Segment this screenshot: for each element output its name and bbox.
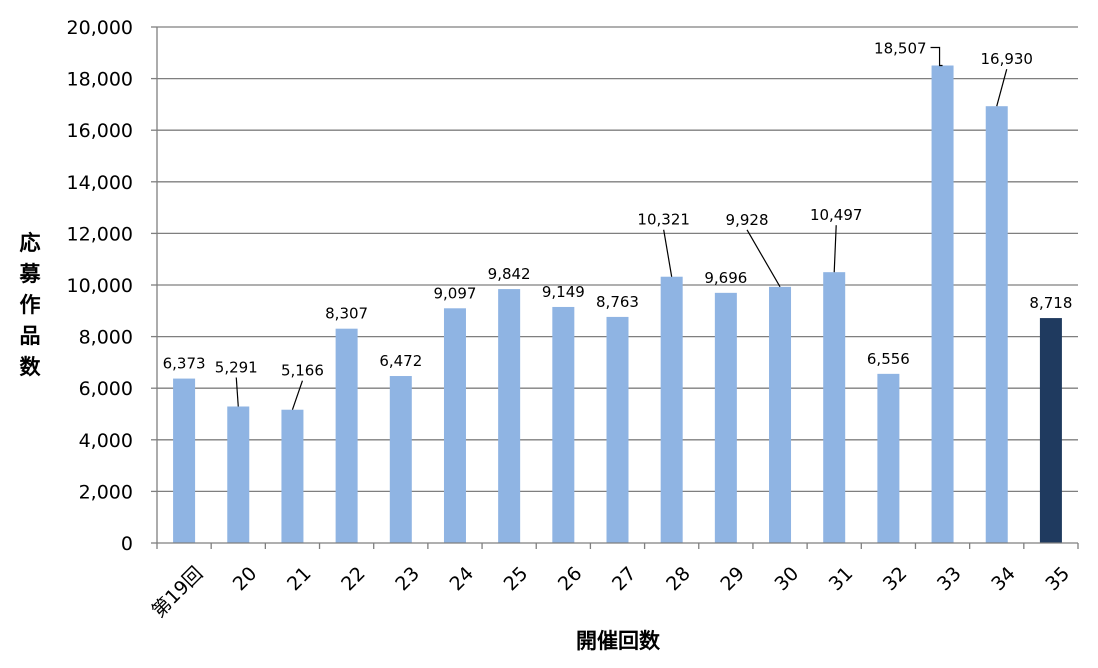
y-axis-title-char: 応 xyxy=(20,231,41,255)
leader-line xyxy=(996,69,1008,107)
bar xyxy=(389,376,412,543)
x-tick-label: 26 xyxy=(554,563,587,596)
x-tick-label: 33 xyxy=(933,563,966,596)
data-label: 8,718 xyxy=(1029,294,1072,312)
data-label: 9,842 xyxy=(488,265,531,283)
y-axis-title-char: 品 xyxy=(20,324,41,348)
leader-line xyxy=(746,229,781,288)
data-label: 6,556 xyxy=(867,350,910,368)
data-label: 9,149 xyxy=(542,283,585,301)
bar xyxy=(769,286,792,543)
x-tick-label: 22 xyxy=(337,563,370,596)
data-label: 6,472 xyxy=(379,352,422,370)
gridlines xyxy=(157,26,1078,493)
x-tick-label: 23 xyxy=(391,563,424,596)
x-tick-label: 28 xyxy=(662,563,695,596)
y-tick-label: 2,000 xyxy=(79,481,133,503)
leader-line xyxy=(663,229,673,277)
y-axis-title-char: 作 xyxy=(20,293,41,317)
data-label: 10,321 xyxy=(637,211,690,229)
x-tick-label: 25 xyxy=(500,563,533,596)
bar xyxy=(985,106,1008,544)
data-label: 9,928 xyxy=(726,211,769,229)
x-tick-label: 34 xyxy=(987,563,1020,596)
y-tick-label: 12,000 xyxy=(67,223,133,245)
y-tick-label: 16,000 xyxy=(67,120,133,142)
x-tick-label: 30 xyxy=(771,563,804,596)
x-axis-title: 開催回数 xyxy=(576,629,661,653)
y-tick-label: 20,000 xyxy=(67,17,133,39)
bar xyxy=(931,65,954,543)
leader-line xyxy=(235,377,239,407)
data-label: 8,763 xyxy=(596,293,639,311)
y-axis-title-char: 募 xyxy=(19,262,42,286)
bar xyxy=(227,406,250,543)
bar xyxy=(552,306,575,543)
x-tick-label: 35 xyxy=(1041,563,1074,596)
data-label: 9,097 xyxy=(433,284,476,302)
x-tick-label: 21 xyxy=(283,563,316,596)
bar xyxy=(173,378,196,543)
bar xyxy=(498,289,521,543)
bar xyxy=(606,316,629,543)
axes xyxy=(151,26,1079,549)
bar xyxy=(660,276,683,543)
y-tick-label: 0 xyxy=(121,533,133,555)
data-label: 16,930 xyxy=(980,50,1033,68)
y-tick-label: 4,000 xyxy=(79,430,133,452)
y-tick-label: 14,000 xyxy=(67,172,133,194)
bars xyxy=(173,65,1062,544)
y-tick-label: 18,000 xyxy=(67,69,133,91)
x-tick-label: 29 xyxy=(716,563,749,596)
x-tick-label: 32 xyxy=(879,563,912,596)
bar xyxy=(443,308,466,543)
y-tick-label: 8,000 xyxy=(79,327,133,349)
x-tick-label: 31 xyxy=(825,563,858,596)
bar xyxy=(714,292,737,543)
leader-lines xyxy=(235,46,1008,410)
data-label: 10,497 xyxy=(810,206,863,224)
bar xyxy=(823,272,846,543)
data-label: 8,307 xyxy=(325,305,368,323)
leader-line xyxy=(930,46,943,67)
data-label: 5,291 xyxy=(215,358,258,376)
bar xyxy=(1039,318,1062,543)
leader-line xyxy=(833,225,837,273)
data-label: 18,507 xyxy=(874,40,927,58)
data-label: 6,373 xyxy=(163,355,206,373)
data-label: 9,696 xyxy=(704,269,747,287)
data-label: 5,166 xyxy=(281,362,324,380)
y-tick-label: 10,000 xyxy=(67,275,133,297)
bar xyxy=(281,409,304,543)
x-tick-label: 27 xyxy=(608,563,641,596)
y-tick-labels: 0 2,000 4,000 6,000 8,000 10,000 12,000 14,000 1… xyxy=(67,17,133,555)
leader-line xyxy=(291,380,304,410)
data-labels: 6,373 5,291 5,166 8,307 6,472 9,097 9,842 9,149… xyxy=(163,40,1073,380)
y-tick-label: 6,000 xyxy=(79,378,133,400)
bar xyxy=(335,328,358,543)
x-tick-label: 24 xyxy=(445,563,478,596)
bar xyxy=(877,373,900,543)
y-axis-title-char: 数 xyxy=(20,355,42,379)
x-tick-label: 20 xyxy=(229,563,262,596)
x-tick-label: 第19回 xyxy=(148,563,208,623)
x-tick-labels: 第19回 20 21 22 23 24 25 26 27 28 29 30 31 32 33 34 35 xyxy=(148,563,1074,623)
